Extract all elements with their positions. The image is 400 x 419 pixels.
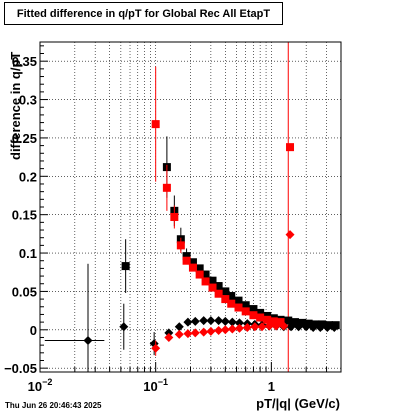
data-point <box>241 301 250 310</box>
data-point <box>220 325 230 335</box>
data-point <box>249 311 258 320</box>
chart-title-box: Fitted difference in q/pT for Global Rec… <box>4 2 283 25</box>
y-tick-label: 0.35 <box>12 54 37 69</box>
data-point <box>294 322 304 332</box>
data-point <box>190 316 200 326</box>
data-point <box>315 322 325 332</box>
y-axis-label: difference in q/pT <box>8 51 23 160</box>
timestamp: Thu Jun 26 20:46:43 2025 <box>5 401 102 410</box>
data-point <box>199 316 209 326</box>
data-point <box>322 322 332 332</box>
data-point <box>199 327 209 337</box>
data-point <box>214 289 223 298</box>
data-point <box>329 322 339 332</box>
data-point <box>264 321 274 331</box>
data-point <box>214 316 224 326</box>
data-point <box>164 332 174 342</box>
y-tick-label: 0.15 <box>12 208 37 223</box>
data-point <box>188 263 197 272</box>
data-point <box>221 287 230 296</box>
data-point <box>183 329 193 339</box>
data-point <box>162 183 171 192</box>
x-tick-label: 10−1 <box>143 377 168 394</box>
data-point <box>257 322 267 332</box>
data-point <box>206 316 216 326</box>
data-point <box>195 270 204 279</box>
data-point <box>227 317 237 327</box>
data-point <box>279 321 289 331</box>
chart-title: Fitted difference in q/pT for Global Rec… <box>16 8 271 20</box>
data-point <box>269 317 278 326</box>
data-point <box>190 328 200 338</box>
data-point <box>220 316 230 326</box>
data-point <box>263 315 272 324</box>
data-point <box>298 318 307 327</box>
data-point <box>250 322 260 332</box>
data-point <box>271 321 281 331</box>
y-tick-label: 0.3 <box>19 93 37 108</box>
data-point <box>174 322 184 332</box>
series-2 <box>151 66 295 327</box>
data-point <box>286 143 295 152</box>
data-point <box>227 299 236 308</box>
y-tick-label: 0.1 <box>19 246 37 261</box>
data-point <box>256 313 265 322</box>
data-point <box>256 308 265 317</box>
data-point <box>174 329 184 339</box>
data-point <box>201 270 210 279</box>
data-point <box>214 282 223 291</box>
x-axis-label: pT/|q| (GeV/c) <box>256 396 340 411</box>
x-tick-label: 10−2 <box>28 377 53 394</box>
data-point <box>183 317 193 327</box>
data-point <box>182 256 191 265</box>
y-tick-label: 0.25 <box>12 131 37 146</box>
x-tick-label: 1 <box>268 379 275 394</box>
plot-frame <box>39 41 342 373</box>
data-point <box>221 295 230 304</box>
y-tick-label: 0.05 <box>12 284 37 299</box>
data-point <box>208 283 217 292</box>
data-point <box>301 322 311 332</box>
data-point <box>170 212 179 221</box>
y-tick-label: 0.2 <box>19 169 37 184</box>
y-tick-label: 0 <box>30 323 37 338</box>
data-point <box>311 320 320 329</box>
data-point <box>164 328 174 338</box>
data-point <box>214 326 224 336</box>
data-point <box>206 326 216 336</box>
data-point <box>182 252 191 261</box>
data-point <box>286 322 296 332</box>
data-point <box>234 296 243 305</box>
data-point <box>121 262 130 271</box>
data-point <box>249 305 258 314</box>
series-3 <box>151 230 295 356</box>
data-point <box>83 336 93 346</box>
y-tick-label: −0.05 <box>4 361 37 376</box>
data-point <box>284 316 293 325</box>
data-point <box>276 318 285 327</box>
data-point <box>151 120 160 129</box>
data-point <box>227 292 236 301</box>
data-point <box>119 322 129 332</box>
data-point <box>208 276 217 285</box>
data-point <box>285 230 295 240</box>
data-point <box>151 343 161 353</box>
data-point <box>201 277 210 286</box>
data-point <box>318 320 327 329</box>
data-point <box>242 322 252 332</box>
data-point <box>176 241 185 250</box>
data-point <box>308 322 318 332</box>
data-point <box>234 303 243 312</box>
data-point <box>241 307 250 316</box>
data-point <box>290 318 299 327</box>
data-point <box>234 318 244 328</box>
data-point <box>188 258 197 267</box>
data-point <box>195 264 204 273</box>
data-point <box>234 323 244 333</box>
data-point <box>227 324 237 334</box>
data-point <box>304 319 313 328</box>
